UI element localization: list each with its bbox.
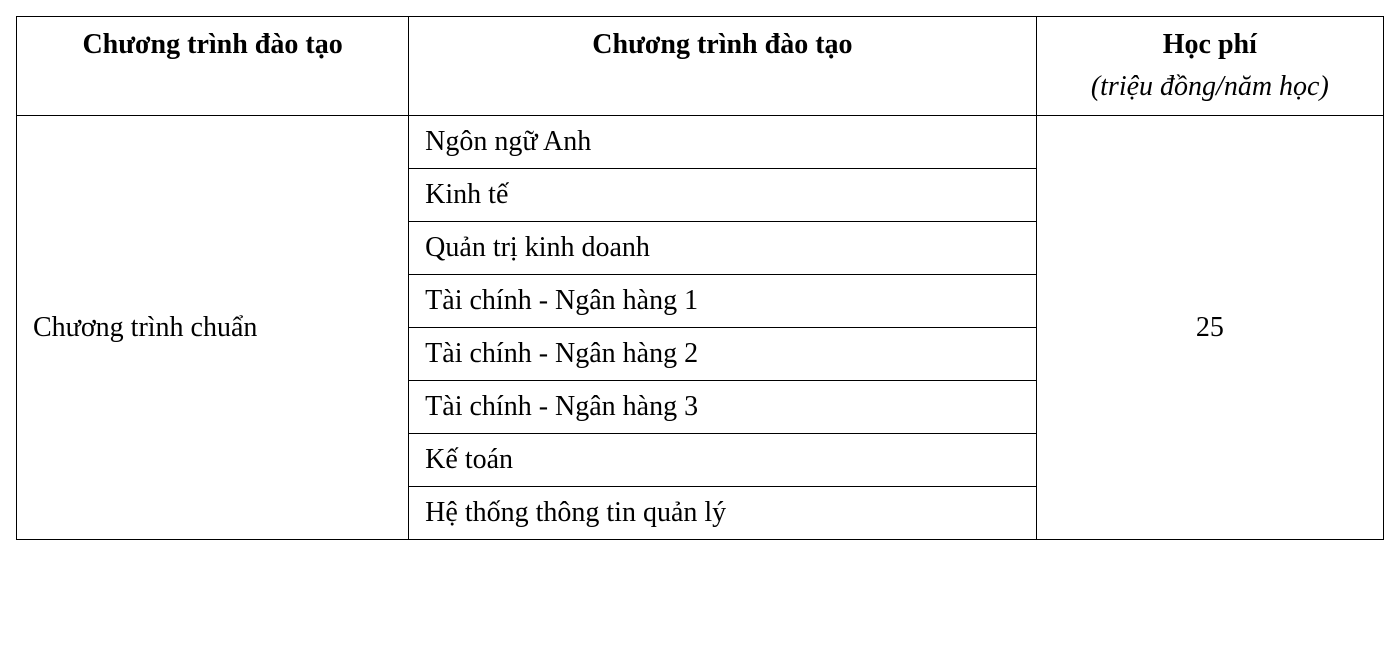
program-name-cell: Tài chính - Ngân hàng 2 <box>409 328 1036 381</box>
header-text: Chương trình đào tạo <box>82 29 342 60</box>
header-text: Học phí <box>1163 29 1257 60</box>
table-header-row: Chương trình đào tạo Chương trình đào tạ… <box>17 17 1384 116</box>
tuition-table: Chương trình đào tạo Chương trình đào tạ… <box>16 16 1384 540</box>
program-name-cell: Kế toán <box>409 434 1036 487</box>
col-header-program-name: Chương trình đào tạo <box>409 17 1036 116</box>
table-row: Chương trình chuẩn Ngôn ngữ Anh 25 <box>17 116 1384 169</box>
program-type-cell: Chương trình chuẩn <box>17 116 409 540</box>
program-name-cell: Quản trị kinh doanh <box>409 222 1036 275</box>
program-name-cell: Hệ thống thông tin quản lý <box>409 487 1036 540</box>
program-name-cell: Tài chính - Ngân hàng 3 <box>409 381 1036 434</box>
program-name-cell: Ngôn ngữ Anh <box>409 116 1036 169</box>
program-name-cell: Tài chính - Ngân hàng 1 <box>409 275 1036 328</box>
program-name-cell: Kinh tế <box>409 169 1036 222</box>
tuition-cell: 25 <box>1036 116 1383 540</box>
col-header-tuition: Học phí (triệu đồng/năm học) <box>1036 17 1383 116</box>
col-header-program-type: Chương trình đào tạo <box>17 17 409 116</box>
header-text: Chương trình đào tạo <box>592 29 852 60</box>
header-subtext: (triệu đồng/năm học) <box>1053 71 1367 103</box>
